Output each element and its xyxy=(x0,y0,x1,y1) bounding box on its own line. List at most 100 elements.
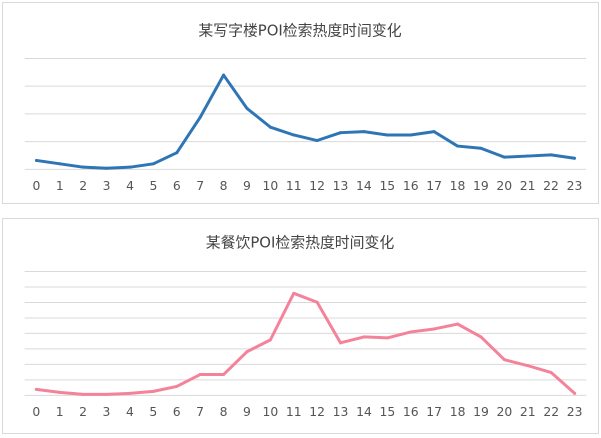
data-point xyxy=(549,153,553,157)
x-tick-label: 21 xyxy=(520,179,536,193)
x-tick-label: 7 xyxy=(196,179,204,193)
data-point xyxy=(432,130,436,134)
chart-title: 某写字楼POI检索热度时间变化 xyxy=(198,22,401,40)
x-tick-label: 7 xyxy=(196,405,204,419)
data-point xyxy=(268,125,272,129)
data-point xyxy=(151,162,155,166)
x-tick-label: 22 xyxy=(543,405,559,419)
x-tick-label: 19 xyxy=(473,405,489,419)
data-point xyxy=(245,350,249,354)
data-point xyxy=(245,106,249,110)
x-tick-label: 10 xyxy=(262,405,278,419)
data-point xyxy=(58,390,62,394)
data-point xyxy=(34,387,38,391)
x-tick-label: 23 xyxy=(567,179,583,193)
data-point xyxy=(409,133,413,137)
data-point xyxy=(198,115,202,119)
series-line xyxy=(34,73,576,170)
data-point xyxy=(502,358,506,362)
data-point xyxy=(105,166,109,170)
x-tick-label: 19 xyxy=(473,179,489,193)
x-tick-label: 16 xyxy=(403,179,419,193)
data-point xyxy=(292,133,296,137)
data-point xyxy=(339,341,343,345)
data-point xyxy=(385,133,389,137)
data-point xyxy=(479,146,483,150)
data-point xyxy=(385,336,389,340)
data-point xyxy=(128,165,132,169)
data-point xyxy=(502,155,506,159)
chart-panel-restaurant: 某餐饮POI检索热度时间变化 0 1 2 3 4 5 6 7 8 9 10 11 12 13 14 15 16 1… xyxy=(2,218,599,434)
x-tick-label: 9 xyxy=(243,405,251,419)
x-tick-label: 23 xyxy=(567,405,583,419)
x-tick-label: 15 xyxy=(380,405,396,419)
chart-title: 某餐饮POI检索热度时间变化 xyxy=(206,234,395,252)
data-point xyxy=(292,291,296,295)
x-tick-label: 14 xyxy=(356,405,372,419)
x-tick-label: 8 xyxy=(220,179,228,193)
x-tick-label: 17 xyxy=(426,405,442,419)
data-point xyxy=(81,392,85,396)
data-point xyxy=(479,335,483,339)
x-tick-label: 0 xyxy=(32,405,40,419)
x-tick-label: 3 xyxy=(103,179,111,193)
data-point xyxy=(362,130,366,134)
data-point xyxy=(58,162,62,166)
data-point xyxy=(526,154,530,158)
x-tick-label: 4 xyxy=(126,405,134,419)
x-tick-label: 11 xyxy=(286,405,302,419)
x-tick-label: 2 xyxy=(79,179,87,193)
x-tick-label: 17 xyxy=(426,179,442,193)
x-tick-label: 14 xyxy=(356,179,372,193)
x-tick-label: 9 xyxy=(243,179,251,193)
chart-restaurant-svg: 某餐饮POI检索热度时间变化 0 1 2 3 4 5 6 7 8 9 10 11 12 13 14 15 16 1… xyxy=(24,234,587,419)
x-tick-label: 16 xyxy=(403,405,419,419)
data-point xyxy=(198,373,202,377)
data-point xyxy=(128,391,132,395)
x-tick-label: 5 xyxy=(149,179,157,193)
x-tick-label: 2 xyxy=(79,405,87,419)
x-tick-label: 11 xyxy=(286,179,302,193)
data-point xyxy=(409,330,413,334)
data-point xyxy=(175,384,179,388)
x-tick-label: 21 xyxy=(520,405,536,419)
x-tick-label: 10 xyxy=(262,179,278,193)
data-point xyxy=(315,139,319,142)
data-point xyxy=(81,165,85,169)
x-tick-label: 15 xyxy=(379,179,395,193)
x-tick-label: 1 xyxy=(56,405,64,419)
x-tick-label: 6 xyxy=(173,405,181,419)
data-point xyxy=(175,151,179,155)
x-tick-label: 12 xyxy=(309,405,325,419)
x-tick-label: 0 xyxy=(33,179,41,193)
data-point xyxy=(549,371,553,375)
data-point xyxy=(526,364,530,368)
data-point xyxy=(362,335,366,339)
x-tick-label: 18 xyxy=(450,179,466,193)
data-point xyxy=(573,391,577,395)
data-point xyxy=(432,327,436,331)
data-point xyxy=(34,158,38,162)
x-tick-label: 5 xyxy=(149,405,157,419)
x-tick-label: 3 xyxy=(103,405,111,419)
x-tick-label: 13 xyxy=(333,405,349,419)
data-point xyxy=(222,73,226,77)
x-tick-label: 18 xyxy=(450,405,466,419)
x-tick-label: 4 xyxy=(126,179,134,193)
chart-panel-office: 某写字楼POI检索热度时间变化 0 1 2 3 4 5 6 7 8 9 10 11 12 13 14 15 16… xyxy=(2,2,599,204)
data-point xyxy=(456,322,460,326)
data-point xyxy=(105,392,108,396)
data-point xyxy=(151,389,155,393)
x-tick-label: 20 xyxy=(497,405,513,419)
chart-office-svg: 某写字楼POI检索热度时间变化 0 1 2 3 4 5 6 7 8 9 10 11 12 13 14 15 16… xyxy=(24,22,587,193)
x-tick-label: 13 xyxy=(333,179,349,193)
x-tick-label: 1 xyxy=(56,179,64,193)
data-point xyxy=(572,156,576,160)
series-line xyxy=(34,291,577,396)
x-tick-label: 22 xyxy=(543,179,559,193)
x-tick-label: 6 xyxy=(173,179,181,193)
data-point xyxy=(315,300,319,304)
x-tick-label: 20 xyxy=(496,179,512,193)
data-point xyxy=(339,131,343,135)
data-point xyxy=(456,144,459,148)
